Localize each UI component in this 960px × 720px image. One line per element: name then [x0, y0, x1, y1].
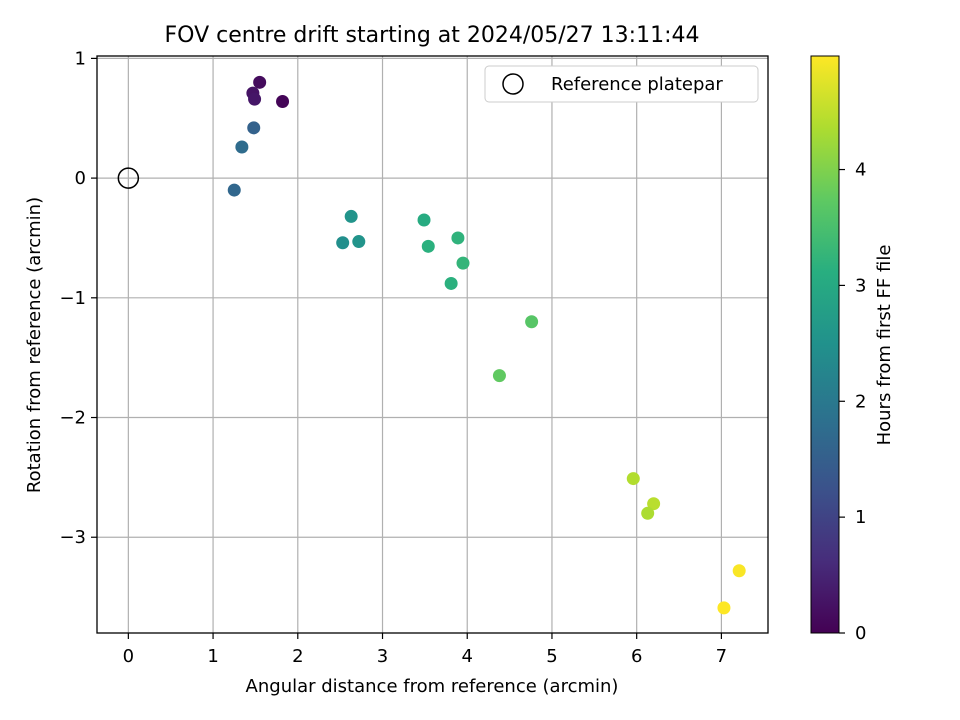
scatter-point — [732, 564, 746, 578]
y-axis-ticks: 1 0 −1 −2 −3 — [59, 48, 97, 548]
scatter-point — [344, 209, 358, 223]
scatter-point — [247, 121, 261, 135]
x-axis-label: Angular distance from reference (arcmin) — [246, 676, 619, 697]
scatter-point — [641, 506, 655, 520]
x-tick-label: 6 — [631, 646, 642, 667]
scatter-point — [717, 601, 731, 615]
legend-box — [484, 65, 759, 103]
x-tick-label: 7 — [716, 646, 727, 667]
y-tick-label: −3 — [59, 527, 86, 548]
y-gridlines — [97, 57, 768, 538]
reference-platepar-marker — [117, 167, 140, 189]
colorbar-tick-label: 3 — [855, 275, 866, 296]
colorbar-tick-label: 2 — [855, 391, 866, 412]
scatter-point — [456, 256, 470, 270]
colorbar-tick-label: 4 — [855, 160, 866, 181]
colorbar-tick-label: 1 — [855, 507, 866, 528]
scatter-point — [525, 315, 539, 329]
colorbar-tick-label: 0 — [855, 623, 866, 644]
colorbar — [810, 55, 840, 634]
scatter-point — [336, 236, 350, 250]
scatter-point — [647, 497, 661, 511]
x-tick-label: 0 — [123, 646, 134, 667]
x-tick-label: 2 — [292, 646, 303, 667]
scatter-point — [227, 183, 241, 197]
x-tick-label: 3 — [377, 646, 388, 667]
scatter-point — [492, 369, 506, 383]
x-tick-label: 1 — [207, 646, 218, 667]
scatter-point — [417, 213, 431, 227]
data-points — [227, 75, 746, 615]
legend: Reference platepar — [484, 65, 759, 103]
scatter-point — [235, 140, 249, 154]
scatter-point — [276, 94, 290, 108]
scatter-point — [421, 239, 435, 253]
legend-label: Reference platepar — [551, 74, 723, 95]
chart-title: FOV centre drift starting at 2024/05/27 … — [165, 23, 700, 48]
scatter-point — [444, 276, 458, 290]
legend-marker-icon — [502, 73, 524, 95]
scatter-point — [626, 472, 640, 486]
scatter-point — [451, 231, 465, 245]
colorbar-ticks: 0 1 2 3 4 — [839, 160, 866, 644]
y-tick-label: −1 — [59, 288, 86, 309]
x-tick-label: 4 — [462, 646, 473, 667]
y-tick-label: 0 — [75, 168, 86, 189]
colorbar-label: Hours from first FF file — [874, 245, 895, 446]
x-tick-label: 5 — [546, 646, 557, 667]
x-axis-ticks: 0 1 2 3 4 5 6 7 — [123, 633, 727, 667]
plot-frame — [96, 55, 769, 634]
y-tick-label: 1 — [75, 48, 86, 69]
scatter-point — [253, 75, 267, 89]
scatter-point — [248, 92, 262, 106]
y-tick-label: −2 — [59, 408, 86, 429]
y-axis-label: Rotation from reference (arcmin) — [24, 197, 45, 493]
scatter-point — [352, 235, 366, 249]
